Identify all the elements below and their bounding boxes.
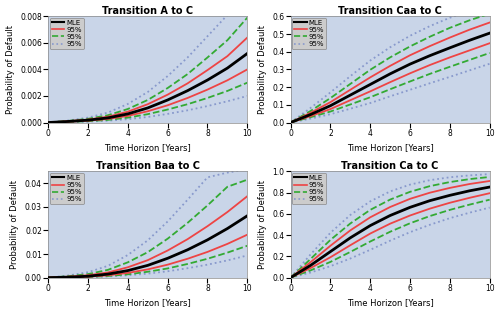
Title: Transition Caa to C: Transition Caa to C (338, 6, 442, 16)
Legend: MLE, 95%, 95%, 95%: MLE, 95%, 95%, 95% (292, 173, 326, 204)
Legend: MLE, 95%, 95%, 95%: MLE, 95%, 95%, 95% (50, 18, 84, 49)
X-axis label: Time Horizon [Years]: Time Horizon [Years] (104, 298, 191, 307)
Y-axis label: Probability of Default: Probability of Default (258, 180, 266, 269)
Title: Transition A to C: Transition A to C (102, 6, 194, 16)
Title: Transition Ca to C: Transition Ca to C (342, 161, 439, 171)
X-axis label: Time Horizon [Years]: Time Horizon [Years] (346, 298, 434, 307)
Title: Transition Baa to C: Transition Baa to C (96, 161, 200, 171)
Y-axis label: Probability of Default: Probability of Default (258, 25, 266, 114)
Y-axis label: Probability of Default: Probability of Default (6, 25, 15, 114)
X-axis label: Time Horizon [Years]: Time Horizon [Years] (104, 143, 191, 152)
Legend: MLE, 95%, 95%, 95%: MLE, 95%, 95%, 95% (292, 18, 326, 49)
X-axis label: Time Horizon [Years]: Time Horizon [Years] (346, 143, 434, 152)
Y-axis label: Probability of Default: Probability of Default (10, 180, 20, 269)
Legend: MLE, 95%, 95%, 95%: MLE, 95%, 95%, 95% (50, 173, 84, 204)
